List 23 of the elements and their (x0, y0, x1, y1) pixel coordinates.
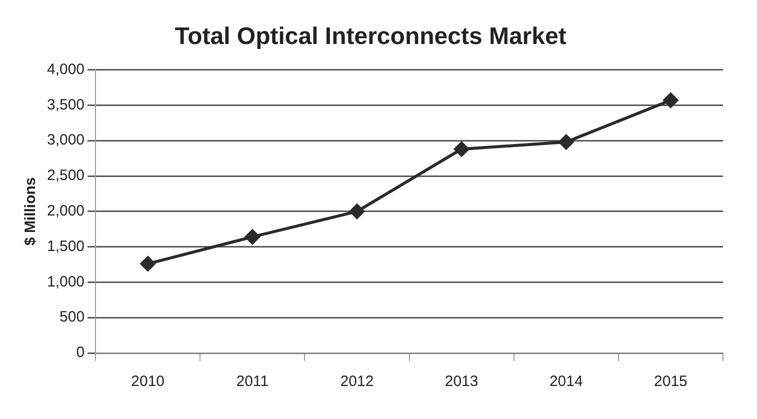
point (454, 142, 470, 157)
point (140, 256, 156, 272)
y-tick-label: 500 (60, 308, 85, 326)
chart-title: Total Optical Interconnects Market (174, 23, 566, 50)
y-tick-label: 2,500 (46, 167, 85, 184)
y-tick-label: 3,000 (46, 132, 85, 149)
x-tick-label: 2011 (236, 373, 269, 390)
point (349, 204, 364, 219)
point (244, 229, 260, 244)
y-tick-label: 1,000 (46, 273, 85, 290)
x-tick-label: 2015 (654, 373, 688, 390)
y-tick-label: 3,500 (46, 96, 85, 114)
x-tick-label: 2014 (549, 373, 583, 390)
x-tick-label: 2013 (444, 373, 478, 390)
y-tick-label: 4,000 (46, 60, 85, 78)
y-tick-label: 2,000 (46, 202, 85, 220)
point (558, 134, 574, 150)
y-tick-label: 0 (76, 344, 85, 362)
x-tick-label: 2010 (131, 373, 165, 390)
y-tick-label: 1,500 (46, 238, 85, 255)
x-tick-label: 2012 (340, 373, 374, 390)
y-axis-title: $ Millions (22, 177, 40, 246)
point (663, 92, 678, 108)
